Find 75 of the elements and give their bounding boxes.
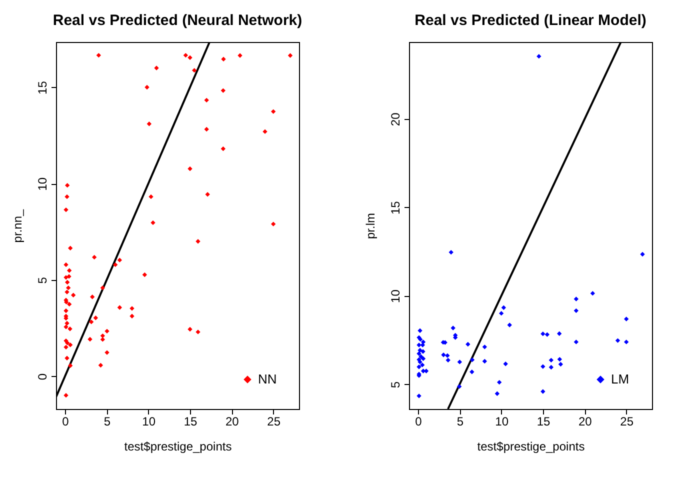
point bbox=[416, 342, 422, 348]
point bbox=[548, 364, 554, 370]
point bbox=[501, 305, 506, 310]
point bbox=[416, 394, 422, 398]
point bbox=[540, 331, 546, 336]
y-tick-label: 15 bbox=[36, 80, 50, 94]
point bbox=[574, 340, 579, 344]
point bbox=[590, 290, 596, 296]
point bbox=[446, 358, 450, 363]
y-tick-label: 10 bbox=[36, 177, 50, 191]
x-tick-label: 20 bbox=[225, 414, 240, 428]
x-tick-label: 20 bbox=[578, 414, 592, 428]
point bbox=[540, 389, 546, 394]
y-tick-label: 15 bbox=[388, 200, 402, 215]
x-tick-label: 25 bbox=[267, 414, 281, 428]
y-tick-label: 20 bbox=[388, 112, 402, 126]
point bbox=[456, 384, 462, 389]
x-tick-label: 15 bbox=[184, 414, 198, 428]
point bbox=[466, 342, 470, 347]
x-tick-label: 5 bbox=[104, 414, 111, 428]
point bbox=[574, 308, 579, 314]
legend-label: LM bbox=[611, 372, 630, 386]
point bbox=[450, 326, 456, 330]
point bbox=[470, 370, 474, 374]
point bbox=[640, 252, 645, 257]
x-tick-label: 10 bbox=[142, 414, 156, 428]
point bbox=[457, 360, 462, 364]
point bbox=[418, 348, 422, 353]
point bbox=[536, 54, 542, 59]
y-tick-label: 5 bbox=[388, 381, 402, 388]
x-axis-title: test$prestige_points bbox=[477, 440, 585, 454]
point bbox=[557, 356, 562, 362]
point bbox=[574, 296, 579, 302]
point bbox=[416, 364, 422, 370]
x-tick-label: 10 bbox=[495, 414, 509, 428]
point bbox=[420, 356, 426, 361]
y-tick-label: 10 bbox=[388, 289, 402, 303]
x-tick-label: 0 bbox=[415, 414, 422, 428]
x-tick-label: 25 bbox=[620, 414, 634, 428]
point bbox=[540, 364, 546, 369]
point bbox=[556, 331, 562, 336]
point bbox=[494, 391, 500, 396]
point bbox=[498, 310, 504, 316]
point bbox=[558, 362, 564, 367]
point bbox=[624, 316, 629, 322]
chart-title: Real vs Predicted (Linear Model) bbox=[414, 12, 646, 29]
chart-title: Real vs Predicted (Neural Network) bbox=[52, 12, 302, 29]
point bbox=[470, 357, 475, 362]
point bbox=[448, 250, 454, 255]
point bbox=[615, 338, 620, 343]
point bbox=[416, 351, 422, 356]
point bbox=[624, 340, 629, 344]
point bbox=[445, 353, 450, 358]
x-axis-title: test$prestige_points bbox=[124, 440, 232, 454]
x-tick-label: 5 bbox=[456, 414, 464, 428]
y-axis-title: pr.nn_ bbox=[10, 209, 24, 243]
x-tick-label: 0 bbox=[62, 414, 70, 428]
point bbox=[482, 344, 488, 350]
y-tick-label: 5 bbox=[36, 276, 50, 284]
point bbox=[418, 360, 422, 364]
y-axis-title: pr.lm bbox=[364, 212, 378, 240]
x-tick-label: 15 bbox=[536, 414, 550, 428]
point bbox=[420, 342, 426, 348]
point bbox=[544, 332, 550, 337]
point bbox=[441, 352, 446, 358]
legend-label: NN bbox=[258, 372, 277, 386]
point bbox=[496, 380, 502, 385]
y-tick-label: 0 bbox=[36, 373, 50, 380]
point bbox=[418, 328, 422, 333]
point bbox=[420, 362, 425, 368]
point bbox=[503, 362, 508, 366]
point bbox=[420, 349, 426, 354]
point bbox=[548, 358, 554, 363]
point bbox=[507, 322, 512, 328]
point bbox=[482, 358, 488, 364]
